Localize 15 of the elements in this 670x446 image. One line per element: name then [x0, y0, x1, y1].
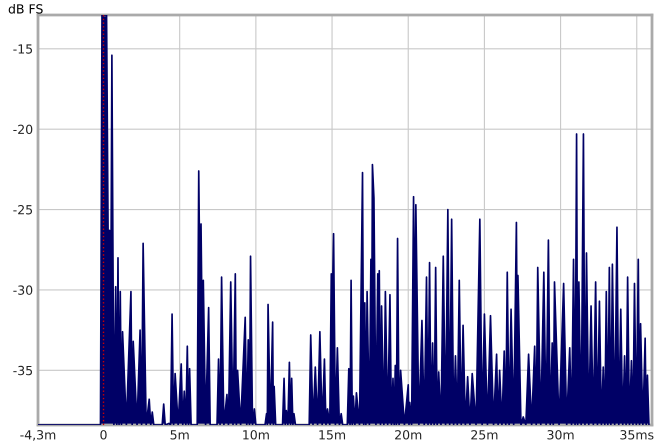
x-tick-label: 15m [319, 430, 346, 440]
y-tick-label: -35 [13, 366, 32, 376]
y-tick-label: -30 [13, 285, 32, 295]
x-tick-label: 30m [548, 430, 574, 440]
x-tick-label: 25m [471, 430, 498, 440]
y-tick-label: -25 [13, 205, 32, 214]
x-tick-label: 10m [243, 430, 269, 440]
x-tick-label: 5m [170, 430, 189, 440]
y-tick-label: -15 [13, 44, 32, 54]
y-tick-label: -20 [13, 124, 32, 134]
x-tick-label: 20m [395, 430, 422, 440]
x-tick-label: 35ms [620, 430, 654, 440]
x-tick-label: 0 [100, 430, 107, 440]
x-tick-label: -4,3m [20, 430, 56, 441]
y-axis-title: dB FS [8, 4, 43, 14]
